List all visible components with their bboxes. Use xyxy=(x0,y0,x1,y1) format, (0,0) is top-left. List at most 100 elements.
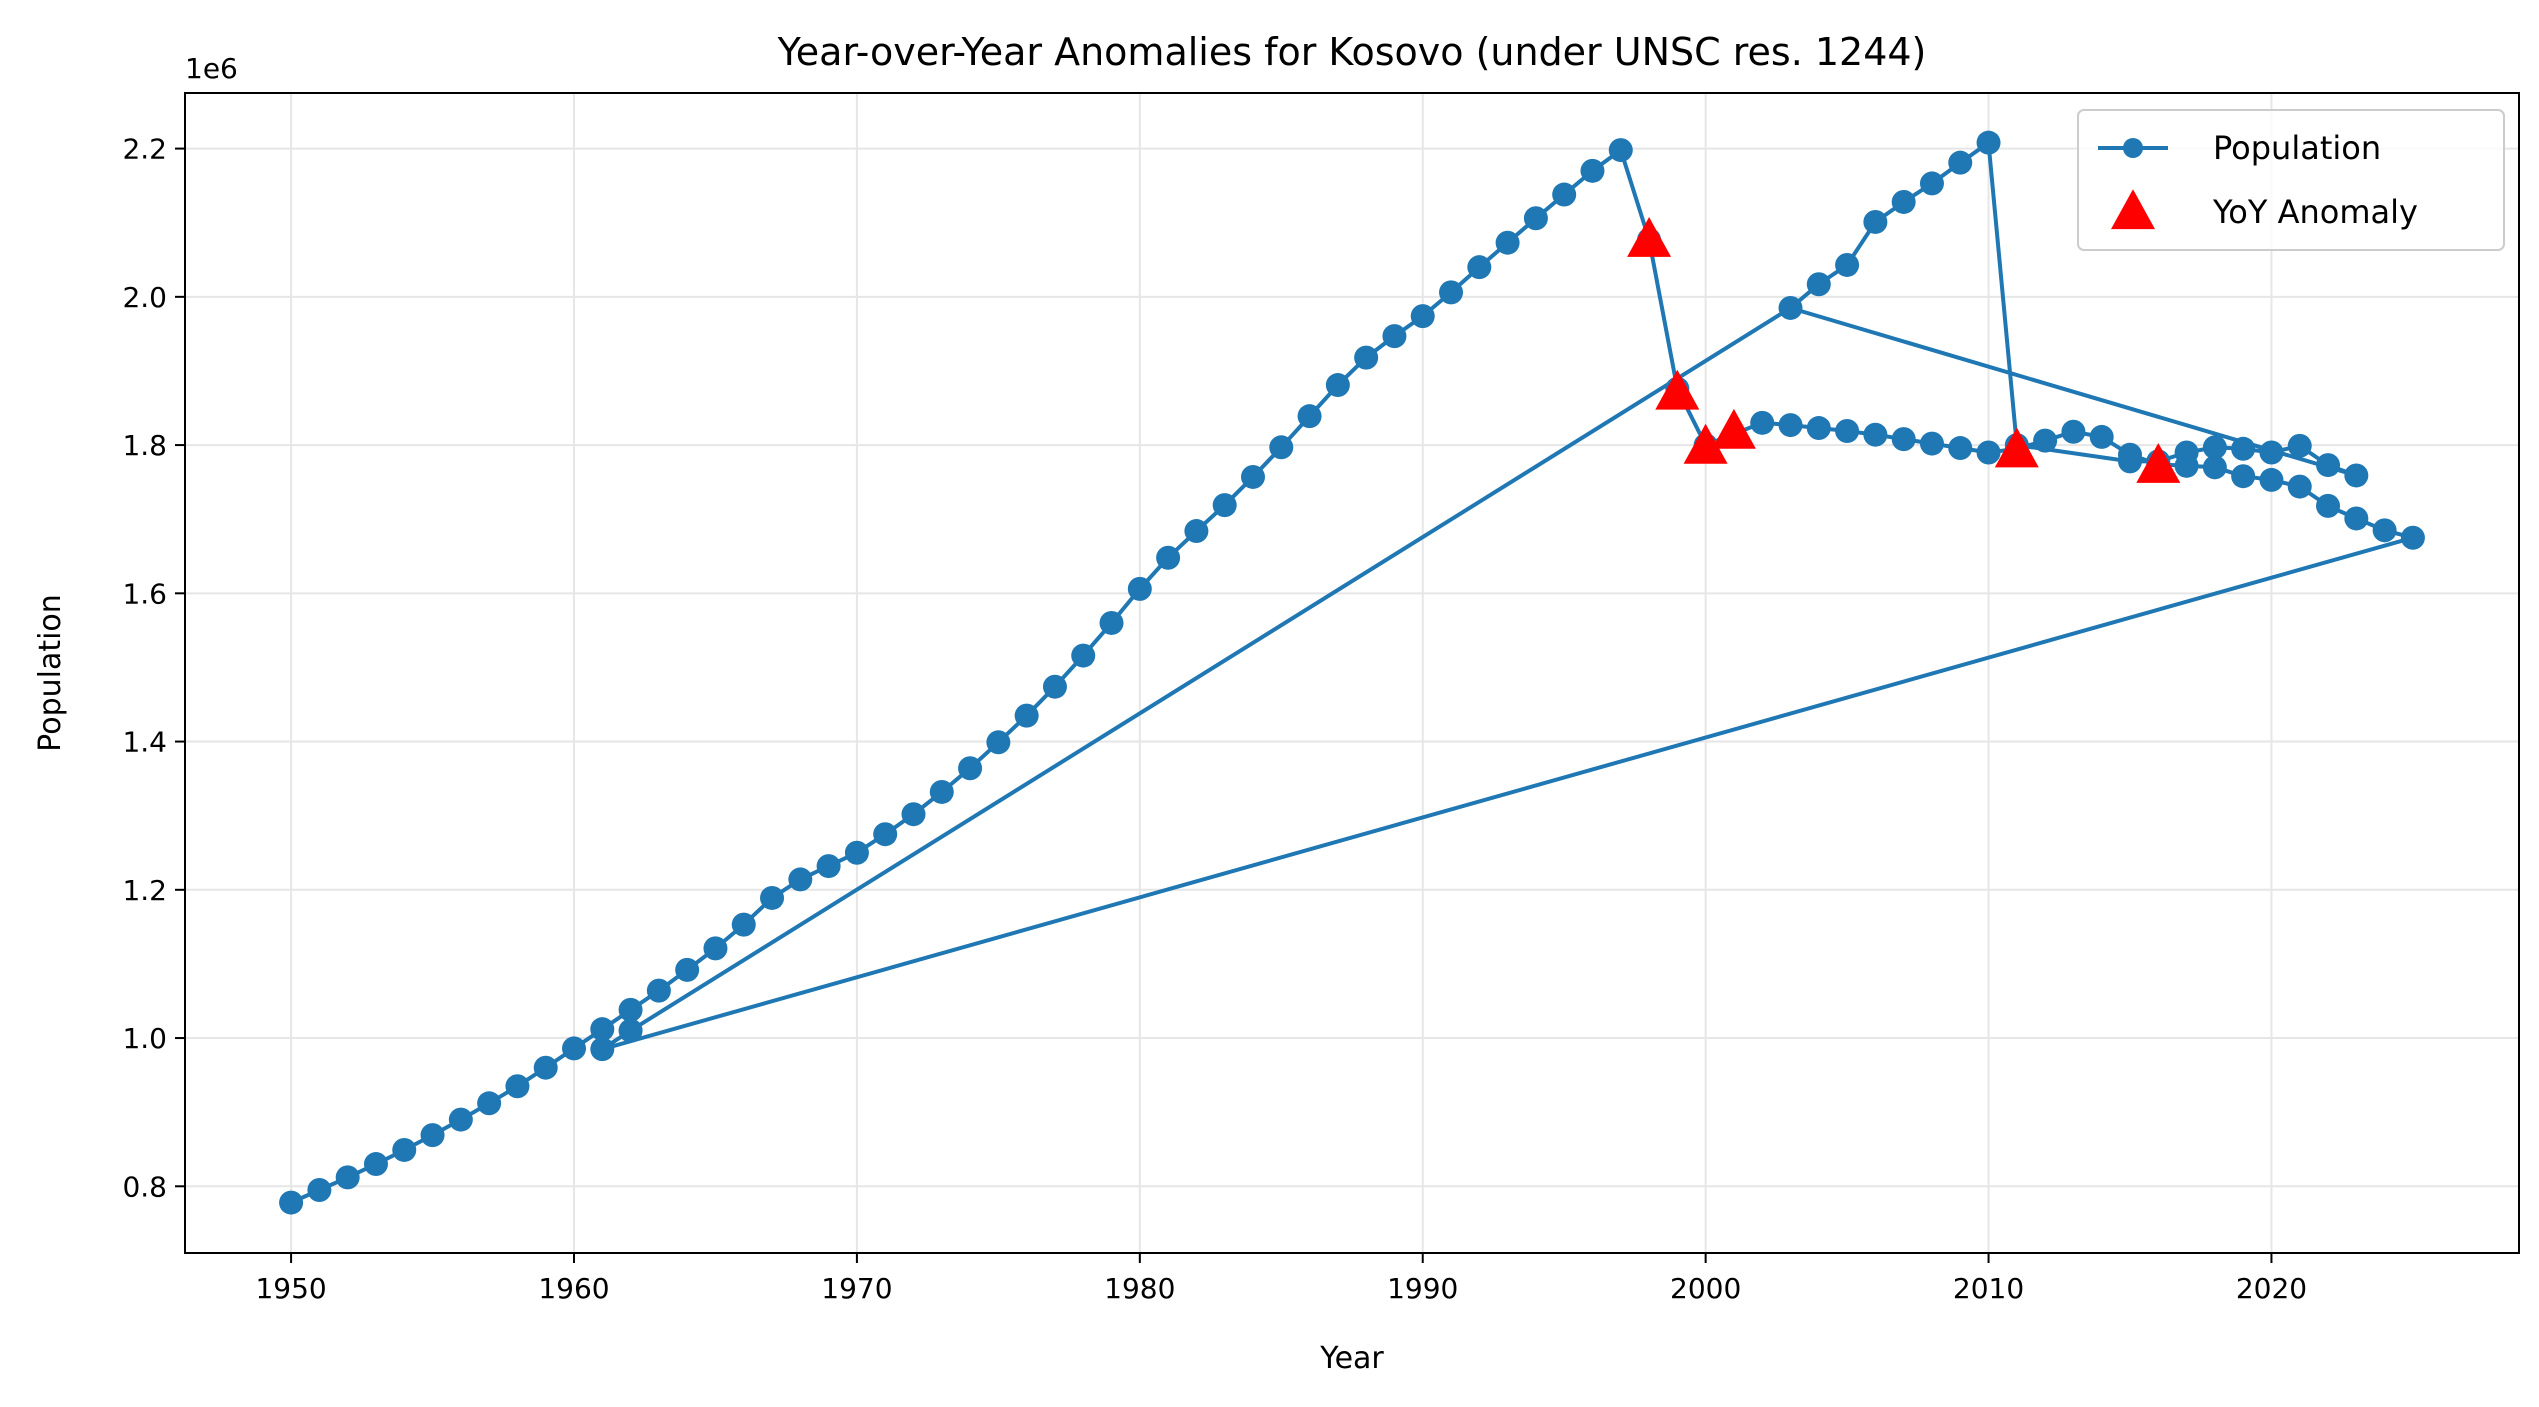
population-point xyxy=(618,1018,643,1043)
population-point xyxy=(1269,435,1294,460)
population-point xyxy=(788,867,813,892)
population-point xyxy=(1919,431,1944,456)
population-point xyxy=(1127,576,1152,601)
population-point xyxy=(618,997,643,1022)
y-tick-label: 2.0 xyxy=(122,281,167,314)
population-point xyxy=(1863,209,1888,234)
population-point xyxy=(562,1036,586,1061)
y-tick-label: 1.8 xyxy=(122,429,167,462)
population-point xyxy=(731,912,756,937)
population-point xyxy=(1212,493,1237,518)
population-point xyxy=(2202,455,2227,480)
population-point xyxy=(1806,272,1831,297)
anomaly-marker xyxy=(2136,443,2181,483)
anomaly-marker xyxy=(1994,427,2039,468)
population-point xyxy=(1184,519,1209,544)
population-point xyxy=(2061,419,2086,444)
y-tick-label: 0.8 xyxy=(122,1170,167,1203)
population-point xyxy=(590,1017,615,1042)
legend-anomaly-label: YoY Anomaly xyxy=(2212,193,2418,231)
population-point xyxy=(1976,130,2001,155)
population-point xyxy=(1156,545,1181,570)
population-point xyxy=(2202,435,2227,460)
population-point xyxy=(2287,433,2312,458)
population-point xyxy=(929,779,954,804)
y-tick-label: 1.2 xyxy=(122,874,167,907)
population-point xyxy=(873,822,898,847)
population-point xyxy=(2400,525,2425,550)
population-point xyxy=(703,936,728,961)
y-offset-label: 1e6 xyxy=(185,52,238,85)
x-axis-label: Year xyxy=(1319,1341,1384,1376)
population-point xyxy=(1382,324,1407,349)
population-point xyxy=(958,756,983,781)
population-point xyxy=(1297,404,1322,429)
population-point xyxy=(392,1137,417,1162)
x-axis: 1950 1960 1970 1980 1990 2000 2010 2020 xyxy=(255,1253,2307,1305)
population-point xyxy=(1806,416,1831,441)
population-point xyxy=(533,1055,558,1080)
y-tick-label: 1.0 xyxy=(122,1022,167,1055)
population-point xyxy=(1835,418,1860,443)
population-point xyxy=(2344,506,2369,531)
x-tick-label: 1960 xyxy=(538,1272,609,1305)
x-tick-label: 2020 xyxy=(2236,1272,2307,1305)
population-point xyxy=(1948,436,1973,461)
y-tick-label: 1.6 xyxy=(122,577,167,610)
population-point xyxy=(2344,463,2369,488)
y-tick-label: 1.4 xyxy=(122,726,167,759)
legend-population-marker xyxy=(2123,138,2143,158)
population-point xyxy=(2259,467,2284,492)
population-point xyxy=(1354,345,1379,370)
population-point xyxy=(2174,440,2199,465)
population-point xyxy=(1325,373,1350,398)
population-point xyxy=(2316,493,2341,518)
x-tick-label: 1950 xyxy=(255,1272,326,1305)
population-point xyxy=(1891,189,1916,214)
population-point xyxy=(1552,182,1577,207)
population-point xyxy=(448,1107,473,1132)
population-point xyxy=(1495,230,1520,255)
legend-population-label: Population xyxy=(2213,129,2381,167)
population-point xyxy=(307,1177,332,1202)
population-point xyxy=(2033,428,2058,453)
population-point xyxy=(1948,150,1973,175)
population-point xyxy=(363,1152,388,1177)
population-point xyxy=(2287,474,2312,499)
population-point xyxy=(1891,427,1916,452)
population-point xyxy=(1919,171,1944,196)
population-point xyxy=(2231,436,2256,461)
anomaly-marker xyxy=(1683,423,1728,464)
population-point xyxy=(1071,643,1096,668)
population-point xyxy=(1014,703,1039,728)
population-point xyxy=(1523,206,1548,231)
x-tick-label: 1990 xyxy=(1387,1272,1458,1305)
population-point xyxy=(1467,255,1492,280)
population-point xyxy=(2231,464,2256,489)
y-axis: 0.8 1.0 1.2 1.4 1.6 1.8 2.0 2.2 xyxy=(122,133,185,1203)
population-point xyxy=(2372,518,2397,543)
x-tick-label: 2010 xyxy=(1953,1272,2024,1305)
legend-box xyxy=(2077,109,2505,251)
grid-layer xyxy=(185,93,2519,1253)
population-point xyxy=(844,840,869,865)
population-point xyxy=(477,1091,502,1116)
population-point xyxy=(505,1074,530,1099)
anomaly-marker xyxy=(1711,408,1756,449)
population-point xyxy=(816,854,841,879)
anomaly-marker xyxy=(1655,369,1700,410)
population-point xyxy=(2259,440,2284,465)
y-axis-label: Population xyxy=(33,594,68,752)
population-point xyxy=(1835,252,1860,277)
population-point xyxy=(760,885,785,910)
population-point xyxy=(2316,453,2341,478)
population-point xyxy=(1778,295,1803,320)
population-point xyxy=(2089,424,2114,449)
population-point xyxy=(1976,440,2001,465)
population-point xyxy=(675,957,700,982)
y-tick-label: 2.2 xyxy=(122,133,167,166)
anomaly-layer xyxy=(1627,217,2181,483)
x-tick-label: 1970 xyxy=(821,1272,892,1305)
population-point xyxy=(1778,413,1803,438)
